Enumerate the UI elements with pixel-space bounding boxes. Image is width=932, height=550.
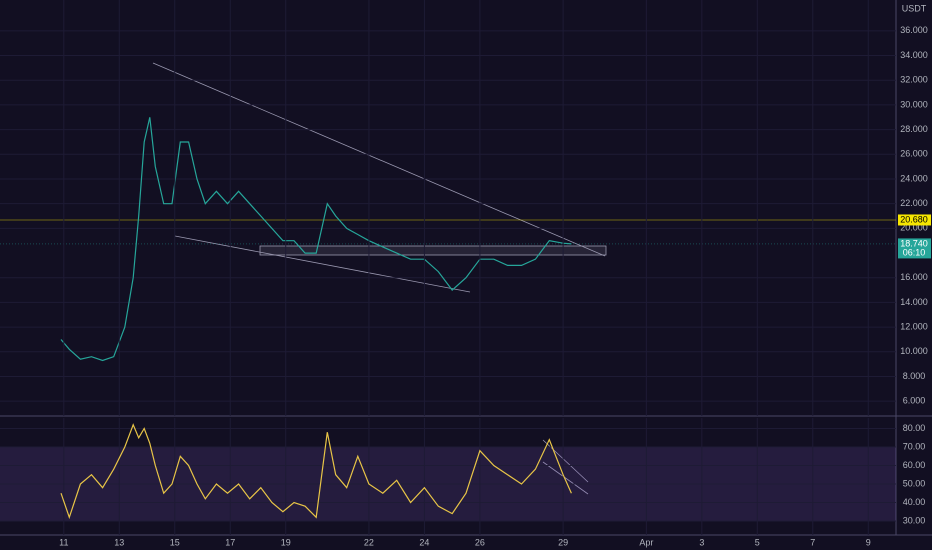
- x-tick-label: 29: [558, 537, 568, 547]
- x-tick-label: 24: [419, 537, 429, 547]
- y-tick-label: 32.000: [900, 75, 928, 85]
- y-tick-label: 80.00: [903, 423, 926, 433]
- price-badge-label: 20.680: [900, 214, 928, 224]
- y-tick-label: 6.000: [903, 396, 926, 406]
- y-tick-label: 70.00: [903, 441, 926, 451]
- y-tick-label: 26.000: [900, 149, 928, 159]
- x-tick-label: 15: [170, 537, 180, 547]
- x-tick-label: 9: [866, 537, 871, 547]
- x-tick-label: 5: [755, 537, 760, 547]
- drawings: [152, 62, 607, 495]
- y-tick-label: 12.000: [900, 321, 928, 331]
- trendline: [152, 62, 606, 257]
- x-tick-label: 26: [475, 537, 485, 547]
- y-tick-label: 16.000: [900, 272, 928, 282]
- y-tick-label: 30.000: [900, 99, 928, 109]
- zone: [259, 245, 607, 256]
- x-tick-label: 3: [699, 537, 704, 547]
- rsi-trendline: [542, 461, 589, 495]
- price-line: [60, 117, 572, 362]
- y-tick-label: 8.000: [903, 371, 926, 381]
- price-badge-label: 18.740: [900, 238, 928, 248]
- y-tick-label: 36.000: [900, 25, 928, 35]
- y-tick-label: 34.000: [900, 50, 928, 60]
- x-tick-label: 22: [364, 537, 374, 547]
- trendline: [174, 235, 471, 293]
- x-tick-label: 11: [59, 537, 68, 547]
- x-tick-label: 17: [225, 537, 235, 547]
- y-tick-label: 30.00: [903, 515, 926, 525]
- x-tick-label: 7: [810, 537, 815, 547]
- x-tick-label: 19: [281, 537, 291, 547]
- y-tick-label: 24.000: [900, 173, 928, 183]
- y-tick-label: 50.00: [903, 478, 926, 488]
- y-tick-label: 28.000: [900, 124, 928, 134]
- x-tick-label: 13: [114, 537, 124, 547]
- y-tick-label: 10.000: [900, 346, 928, 356]
- y-tick-label: 20.000: [900, 223, 928, 233]
- y-tick-label: 40.00: [903, 497, 926, 507]
- y-tick-label: 60.00: [903, 460, 926, 470]
- y-tick-label: 14.000: [900, 297, 928, 307]
- unit-label: USDT: [902, 3, 927, 13]
- countdown: 06:10: [903, 247, 926, 257]
- price-badge: [898, 214, 931, 226]
- price-line: [60, 423, 572, 520]
- price-badge: [898, 238, 931, 259]
- x-tick-label: Apr: [639, 537, 653, 547]
- y-tick-label: 22.000: [900, 198, 928, 208]
